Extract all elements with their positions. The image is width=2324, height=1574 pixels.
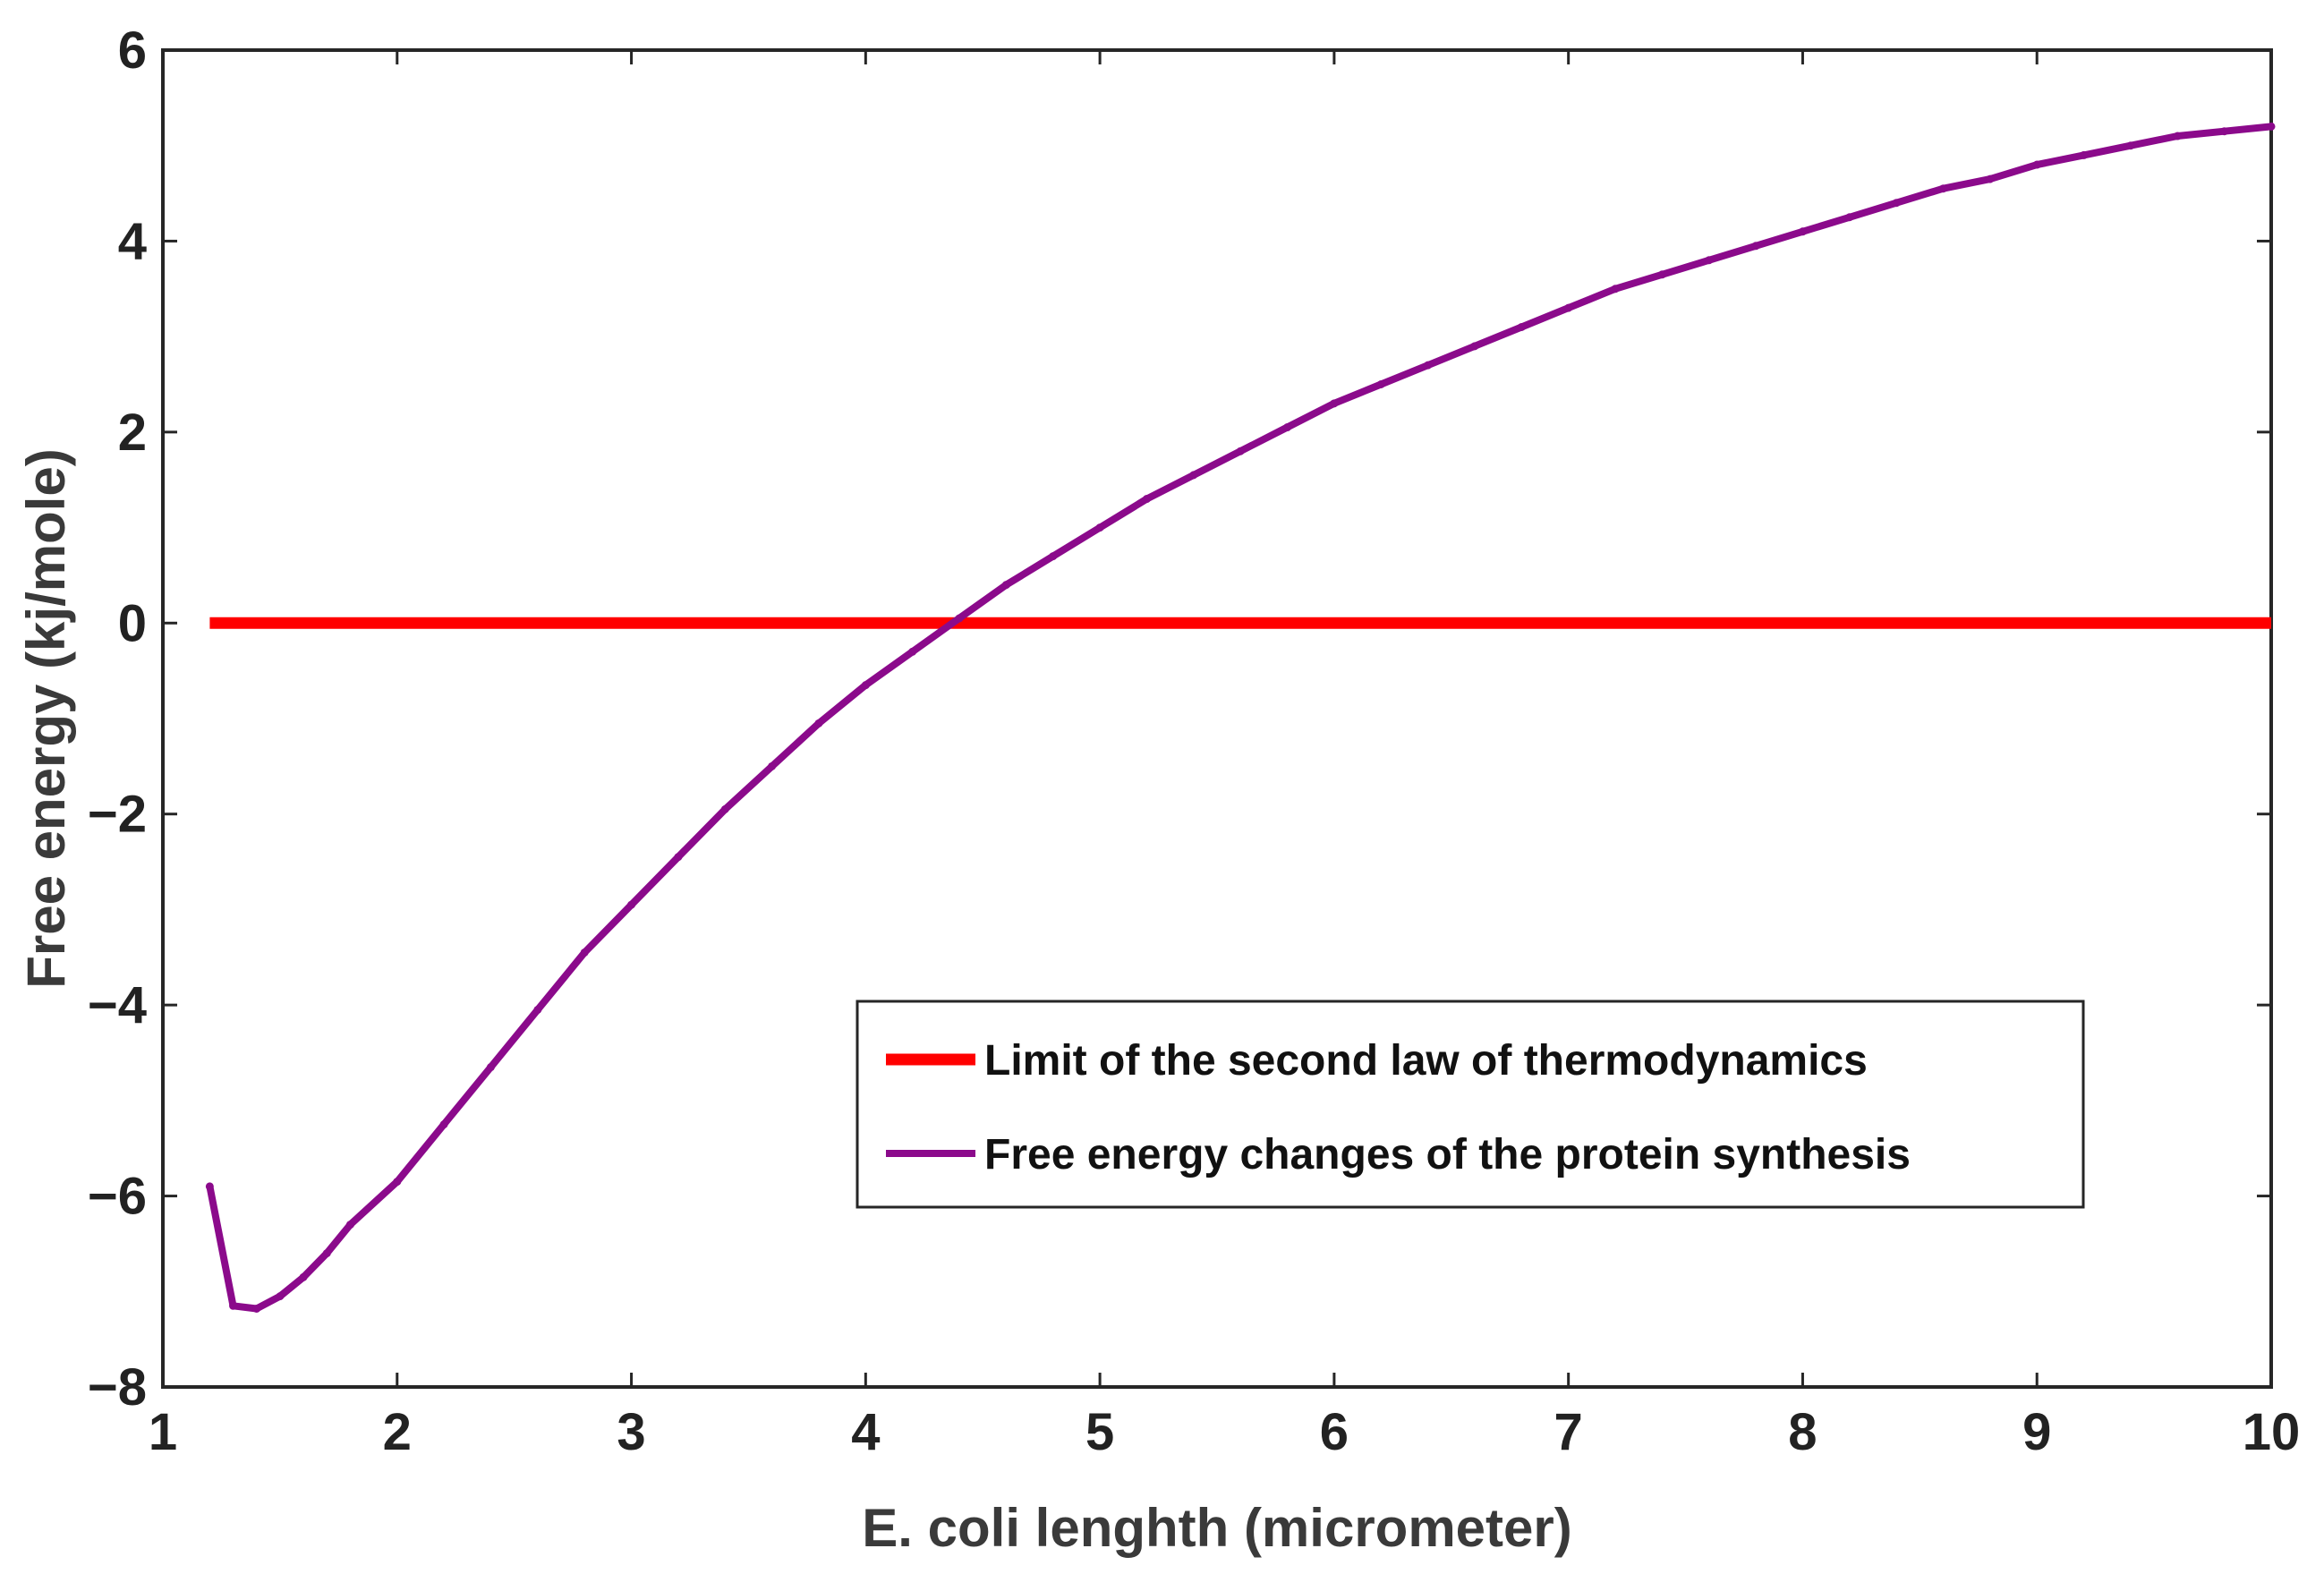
data-point-marker: [1424, 361, 1433, 370]
data-point-marker: [908, 647, 917, 656]
y-tick-labels: 6 4 2 0 −2 −4 −6 −8: [88, 21, 147, 1417]
data-point-marker: [1283, 423, 1292, 432]
data-point-marker: [1986, 174, 1995, 183]
data-point-marker: [1376, 380, 1385, 388]
data-point-marker: [1001, 581, 1010, 590]
series-lines: [205, 122, 2276, 1313]
x-tick-label: 2: [383, 1403, 412, 1461]
data-point-marker: [1330, 399, 1339, 408]
y-tick-label: −4: [88, 976, 147, 1034]
data-point-marker: [2080, 150, 2089, 159]
legend-label-second-law: Limit of the second law of thermodynamic…: [984, 1037, 1868, 1085]
data-point-marker: [2220, 127, 2229, 136]
data-point-marker: [1611, 285, 1620, 294]
x-axis-title: E. coli lenghth (micrometer): [862, 1498, 1571, 1558]
data-point-marker: [955, 614, 964, 623]
data-point-marker: [1845, 213, 1854, 222]
y-tick-label: 6: [118, 21, 147, 80]
data-point-marker: [533, 1005, 542, 1014]
tick-marks: [161, 48, 2273, 1389]
series-line-protein-synthesis: [206, 123, 2272, 1313]
data-point-marker: [2032, 160, 2041, 169]
data-point-marker: [1095, 523, 1104, 532]
x-tick-label: 1: [149, 1403, 177, 1461]
x-tick-label: 6: [1320, 1403, 1349, 1461]
x-tick-label: 5: [1085, 1403, 1114, 1461]
data-point-marker: [1189, 471, 1198, 480]
data-point-marker: [1798, 227, 1807, 236]
x-tick-label: 3: [617, 1403, 645, 1461]
data-point-marker: [1517, 322, 1526, 331]
data-point-marker: [299, 1272, 308, 1281]
x-tick-labels: 1 2 3 4 5 6 7 8 9 10: [149, 1403, 2300, 1461]
data-point-marker: [1705, 256, 1714, 265]
data-point-marker: [1142, 495, 1151, 504]
data-point-marker: [2267, 122, 2276, 131]
data-point-marker: [1657, 270, 1666, 279]
data-point-marker: [205, 1182, 214, 1191]
data-point-marker: [768, 761, 777, 770]
data-point-marker: [1751, 242, 1760, 251]
data-point-marker: [2126, 141, 2135, 150]
data-point-marker: [393, 1178, 402, 1187]
x-tick-label: 10: [2243, 1403, 2301, 1461]
data-point-marker: [1564, 303, 1573, 312]
data-point-marker: [1470, 342, 1479, 351]
data-point-marker: [1049, 552, 1058, 561]
y-tick-label: −6: [88, 1168, 147, 1226]
x-tick-label: 7: [1554, 1403, 1583, 1461]
data-point-marker: [627, 900, 636, 909]
legend-label-protein-synthesis: Free energy changes of the protein synth…: [984, 1131, 1911, 1178]
data-point-marker: [580, 948, 589, 957]
y-axis-title: Free energy (kj/mole): [16, 448, 76, 989]
data-point-marker: [1892, 199, 1901, 208]
x-tick-label: 9: [2022, 1403, 2051, 1461]
legend: Limit of the second law of thermodynamic…: [856, 1000, 2085, 1209]
y-tick-label: −8: [88, 1358, 147, 1417]
data-point-marker: [814, 719, 823, 727]
data-point-marker: [1236, 447, 1245, 455]
y-tick-label: −2: [88, 786, 147, 844]
data-point-marker: [2173, 132, 2182, 140]
data-point-marker: [1939, 184, 1948, 193]
y-tick-label: 0: [118, 594, 147, 652]
data-point-marker: [322, 1249, 331, 1258]
data-point-marker: [276, 1292, 285, 1301]
data-point-marker: [252, 1304, 261, 1313]
data-point-marker: [345, 1221, 354, 1229]
data-point-marker: [486, 1063, 495, 1072]
y-tick-label: 2: [118, 404, 147, 462]
x-tick-label: 8: [1788, 1403, 1817, 1461]
legend-box: [856, 1000, 2085, 1209]
data-point-marker: [674, 853, 683, 862]
x-tick-label: 4: [851, 1403, 880, 1461]
y-tick-label: 4: [118, 212, 147, 270]
data-point-marker: [720, 804, 729, 813]
data-point-marker: [439, 1120, 448, 1129]
data-point-marker: [861, 681, 870, 690]
data-point-marker: [229, 1301, 238, 1310]
